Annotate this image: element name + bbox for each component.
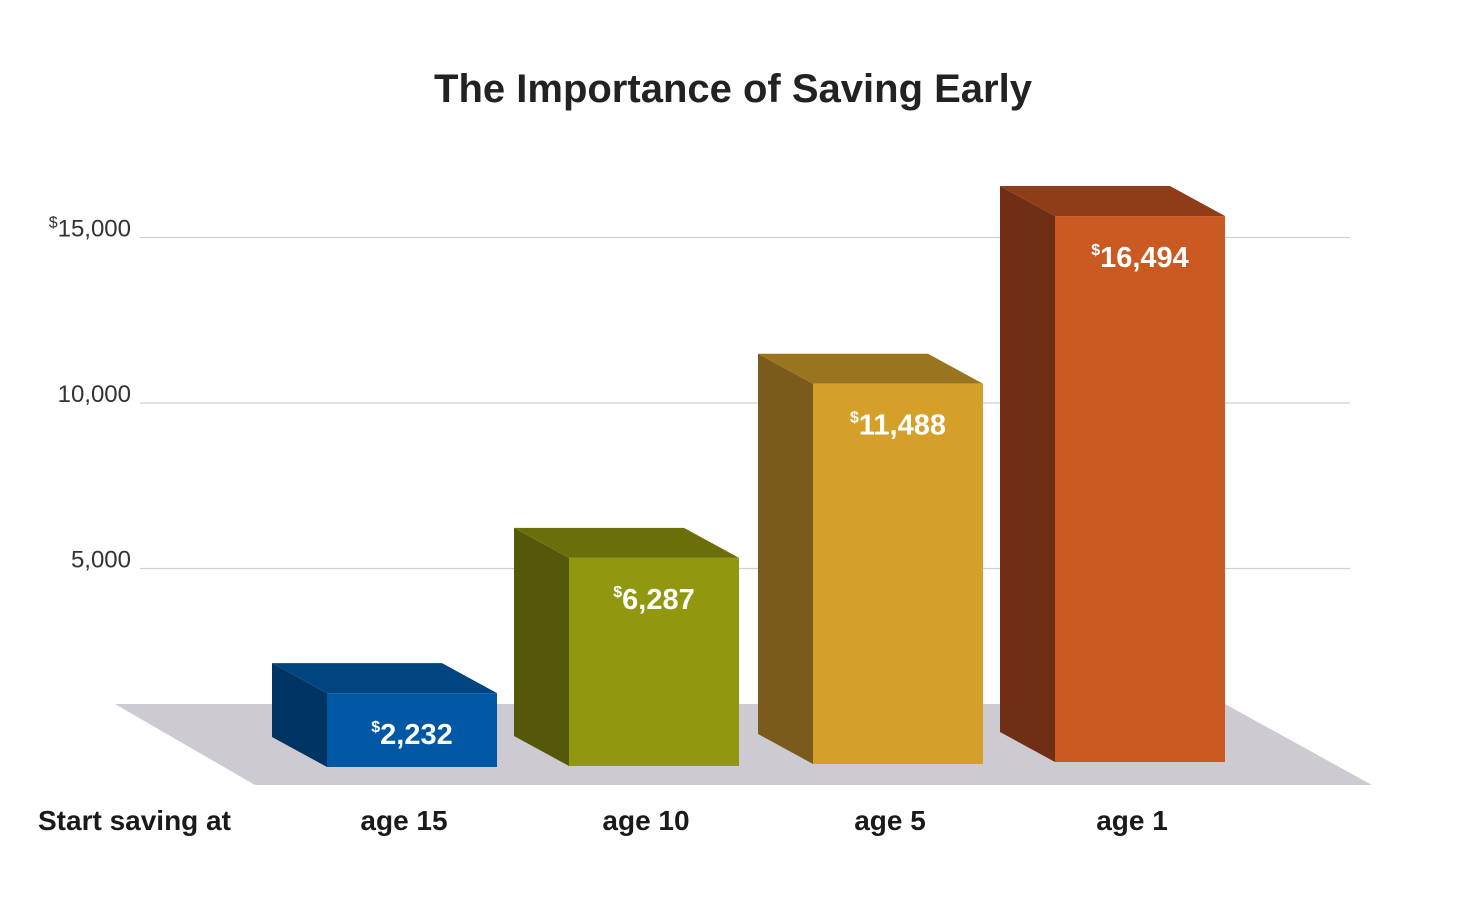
- chart-title: The Importance of Saving Early: [434, 67, 1033, 111]
- bar-value-label: $2,232: [371, 719, 452, 751]
- bar-value-currency: $: [1091, 242, 1100, 259]
- bar-front-face: [813, 383, 983, 764]
- bar-front-face: [1055, 216, 1225, 763]
- bar-1: $2,232: [272, 663, 497, 767]
- bar-side-face: [272, 663, 327, 767]
- y-tick-currency: $: [49, 215, 58, 232]
- bar-value-currency: $: [613, 584, 622, 601]
- bar-value-label: $16,494: [1091, 242, 1189, 274]
- y-tick-value: 15,000: [58, 216, 131, 243]
- bar-side-face: [758, 353, 813, 764]
- bar-front-face: [569, 557, 739, 766]
- bar-top-face: [514, 527, 739, 558]
- bar-value-number: 6,287: [622, 584, 695, 616]
- y-tick-label: 5,000: [71, 547, 131, 574]
- x-axis-label: Start saving at: [38, 805, 231, 836]
- y-tick-label: $15,000: [49, 215, 131, 243]
- bar-3: $11,488: [758, 353, 983, 764]
- bar-top-face: [1000, 186, 1225, 217]
- category-label: age 1: [1096, 805, 1168, 836]
- bar-side-face: [1000, 186, 1055, 763]
- bar-value-currency: $: [371, 719, 380, 736]
- category-labels: age 15 age 10 age 5 age 1: [360, 805, 1167, 836]
- bar-value-label: $11,488: [850, 410, 946, 442]
- category-label: age 10: [602, 805, 689, 836]
- category-label: age 15: [360, 805, 447, 836]
- bar-front-face: [327, 693, 497, 767]
- bar-4: $16,494: [1000, 186, 1225, 763]
- bar-top-face: [272, 663, 497, 694]
- bar-value-label: $6,287: [613, 584, 694, 616]
- bar-value-number: 16,494: [1100, 242, 1189, 274]
- bar-side-face: [514, 527, 569, 766]
- y-tick-label: 10,000: [58, 381, 131, 408]
- category-label: age 5: [854, 805, 926, 836]
- bar-value-number: 11,488: [859, 410, 946, 442]
- bar-value-number: 2,232: [380, 719, 453, 751]
- bar-value-currency: $: [850, 410, 859, 427]
- bars: $2,232$6,287$11,488$16,494: [272, 186, 1225, 767]
- y-axis-ticks: 5,000 10,000 $15,000: [49, 215, 131, 574]
- bar-top-face: [758, 353, 983, 384]
- bar-2: $6,287: [514, 527, 739, 766]
